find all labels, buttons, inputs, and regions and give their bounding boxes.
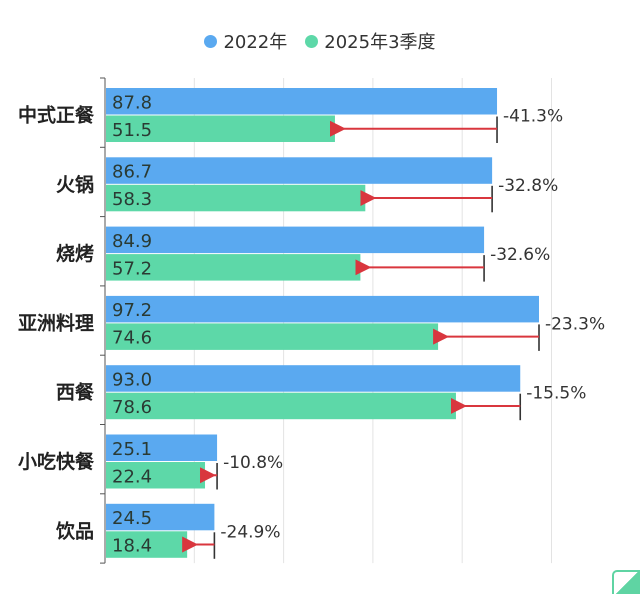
bar-value-label: 57.2	[112, 258, 152, 279]
bar-value-label: 78.6	[112, 397, 152, 418]
bar-2025q3	[106, 184, 366, 212]
bar-2025q3	[106, 115, 335, 142]
category-label: 亚洲料理	[18, 311, 94, 334]
bar-2025q3	[106, 323, 439, 350]
bar-value-label: 93.0	[112, 369, 152, 390]
legend: 2022年 2025年3季度	[0, 28, 640, 54]
bar-2022	[106, 365, 521, 392]
change-percent-label: -41.3%	[503, 107, 563, 127]
category-label: 烧烤	[56, 242, 94, 265]
legend-dot-2022	[204, 34, 218, 48]
bar-2022	[106, 226, 485, 254]
bar-value-label: 58.3	[112, 189, 152, 210]
bar-value-label: 74.6	[112, 328, 152, 349]
category-label: 饮品	[55, 519, 94, 542]
bar-2025q3	[106, 392, 456, 420]
change-percent-label: -32.6%	[490, 245, 550, 265]
bar-value-label: 51.5	[112, 120, 152, 141]
bar-value-label: 84.9	[112, 231, 152, 252]
category-label: 中式正餐	[18, 104, 95, 127]
bar-2025q3	[106, 531, 188, 558]
bar-value-label: 97.2	[112, 300, 152, 321]
bar-value-label: 87.8	[112, 92, 152, 113]
bar-2022	[106, 503, 215, 531]
bar-value-label: 86.7	[112, 162, 152, 183]
bar-value-label: 24.5	[112, 508, 152, 529]
bar-2022	[106, 88, 498, 115]
bar-2025q3	[106, 462, 206, 489]
bar-2022	[106, 157, 493, 184]
bar-2022	[106, 295, 539, 323]
bar-value-label: 22.4	[112, 466, 152, 487]
bar-2025q3	[106, 254, 361, 281]
legend-dot-2025q3	[305, 34, 319, 48]
legend-item-2025q3[interactable]: 2025年3季度	[305, 28, 436, 54]
change-percent-label: -24.9%	[220, 522, 280, 542]
change-percent-label: -10.8%	[223, 453, 283, 473]
legend-label-2022: 2022年	[223, 32, 288, 53]
change-percent-label: -23.3%	[545, 314, 605, 334]
bar-value-label: 18.4	[112, 536, 152, 557]
legend-label-2025q3: 2025年3季度	[324, 32, 436, 53]
legend-item-2022[interactable]: 2022年	[204, 28, 287, 54]
bar-value-label: 25.1	[112, 439, 152, 460]
category-label: 西餐	[56, 381, 95, 404]
corner-badge-icon	[612, 570, 640, 594]
category-label: 小吃快餐	[18, 450, 95, 473]
bar-2022	[106, 434, 218, 461]
change-percent-label: -32.8%	[498, 176, 558, 196]
category-label: 火锅	[56, 173, 94, 196]
change-percent-label: -15.5%	[526, 384, 586, 404]
